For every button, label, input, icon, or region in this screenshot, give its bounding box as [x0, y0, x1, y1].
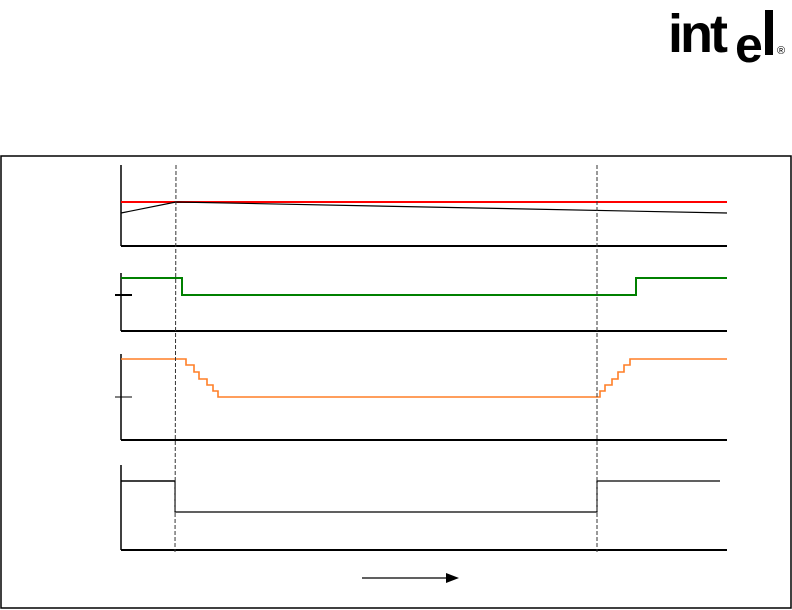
panel-3	[115, 354, 727, 441]
marker-dashed-1	[174, 164, 177, 553]
trace-green	[121, 277, 727, 296]
panel-1	[120, 165, 728, 247]
intel-logo: int e ®	[668, 4, 785, 73]
trace-orange	[121, 358, 727, 398]
arrow-head-icon	[446, 573, 459, 583]
svg-text:int: int	[668, 4, 728, 64]
trace-black-signal	[174, 480, 720, 513]
trace-black-ramp	[120, 201, 728, 214]
time-arrow	[362, 573, 459, 583]
panel-2	[115, 273, 727, 332]
panel-4	[120, 465, 727, 551]
diagram-frame	[0, 155, 792, 609]
svg-text:®: ®	[777, 45, 785, 57]
svg-text:e: e	[735, 17, 763, 73]
